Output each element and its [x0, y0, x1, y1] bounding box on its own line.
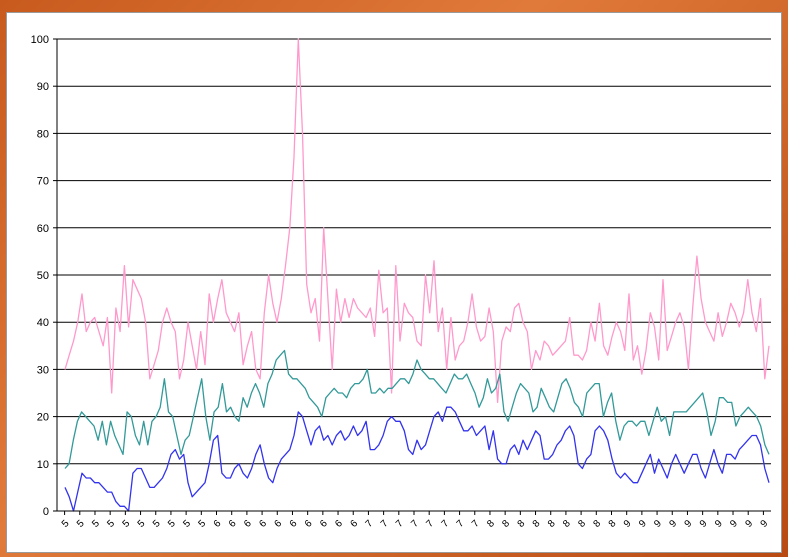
- xtick-label: 6: [257, 518, 269, 530]
- xtick-label: 9: [698, 518, 710, 530]
- xtick-label: 7: [440, 518, 452, 530]
- xtick-label: 6: [348, 518, 360, 530]
- xtick-label: 5: [136, 518, 148, 530]
- xtick-label: 9: [667, 518, 679, 530]
- xtick-label: 6: [242, 518, 254, 530]
- xtick-label: 6: [212, 518, 224, 530]
- xtick-label: 8: [516, 518, 528, 530]
- xtick-label: 6: [333, 518, 345, 530]
- xtick-label: 7: [470, 518, 482, 530]
- xtick-label: 9: [637, 518, 649, 530]
- xtick-label: 9: [622, 518, 634, 530]
- xtick-label: 8: [485, 518, 497, 530]
- xtick-label: 7: [424, 518, 436, 530]
- ytick-label: 100: [31, 34, 49, 46]
- ytick-label: 50: [37, 270, 49, 282]
- series-lines: [64, 38, 770, 512]
- xtick-label: 9: [652, 518, 664, 530]
- ytick-label: 80: [37, 128, 49, 140]
- xtick-label: 7: [394, 518, 406, 530]
- xtick-label: 9: [683, 518, 695, 530]
- xtick-label: 7: [364, 518, 376, 530]
- xtick-label: 5: [181, 518, 193, 530]
- xtick-label: 5: [121, 518, 133, 530]
- xtick-label: 6: [272, 518, 284, 530]
- ytick-label: 0: [43, 506, 49, 518]
- xtick-label: 7: [409, 518, 421, 530]
- xtick-label: 9: [759, 518, 771, 530]
- ytick-label: 70: [37, 176, 49, 188]
- xtick-label: 5: [60, 518, 72, 530]
- xtick-label: 8: [592, 518, 604, 530]
- xtick-label: 6: [227, 518, 239, 530]
- grid-lines: [57, 38, 771, 465]
- xtick-label: 9: [728, 518, 740, 530]
- xtick-label: 7: [455, 518, 467, 530]
- ytick-label: 20: [37, 412, 49, 424]
- xtick-label: 5: [75, 518, 87, 530]
- xtick-label: 5: [197, 518, 209, 530]
- xtick-label: 8: [546, 518, 558, 530]
- xtick-label: 6: [318, 518, 330, 530]
- xtick-label: 8: [607, 518, 619, 530]
- ytick-label: 10: [37, 459, 49, 471]
- y-axis-ticks: 0 10 20 30 40 50 60 70 80 90 100: [31, 34, 57, 518]
- series-line-1: [64, 38, 770, 404]
- xtick-label: 9: [713, 518, 725, 530]
- ytick-label: 40: [37, 317, 49, 329]
- xtick-label: 8: [500, 518, 512, 530]
- xtick-label: 8: [576, 518, 588, 530]
- axes: [56, 39, 771, 512]
- xtick-label: 8: [561, 518, 573, 530]
- xtick-label: 6: [303, 518, 315, 530]
- xtick-label: 5: [151, 518, 163, 530]
- xtick-label: 7: [379, 518, 391, 530]
- ytick-label: 60: [37, 223, 49, 235]
- xtick-label: 5: [105, 518, 117, 530]
- series-line-3: [64, 406, 770, 512]
- xtick-label: 6: [288, 518, 300, 530]
- xtick-label: 5: [90, 518, 102, 530]
- xtick-label: 8: [531, 518, 543, 530]
- series-line-2: [64, 349, 770, 469]
- xtick-label: 9: [743, 518, 755, 530]
- xtick-label: 5: [166, 518, 178, 530]
- ytick-label: 90: [37, 81, 49, 93]
- ytick-label: 30: [37, 364, 49, 376]
